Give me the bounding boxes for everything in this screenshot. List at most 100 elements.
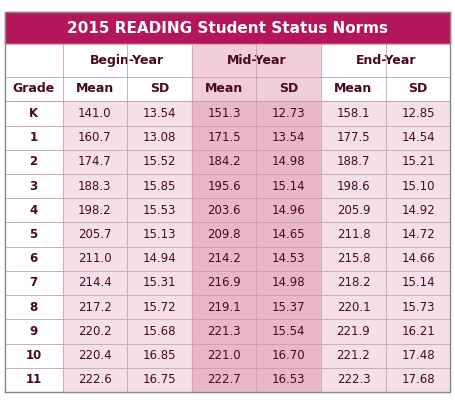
Bar: [386, 247, 450, 271]
Text: Mean: Mean: [205, 82, 243, 96]
Bar: [321, 368, 386, 392]
Bar: [192, 198, 257, 222]
Bar: [127, 77, 192, 101]
Text: SD: SD: [409, 82, 428, 96]
Bar: [127, 222, 192, 247]
Bar: [257, 150, 321, 174]
Text: 16.21: 16.21: [401, 325, 435, 338]
Bar: [192, 222, 257, 247]
Text: 4: 4: [30, 204, 38, 217]
Text: End-Year: End-Year: [355, 54, 416, 67]
Text: 203.6: 203.6: [207, 204, 241, 217]
Text: 15.14: 15.14: [272, 180, 306, 192]
Bar: [321, 77, 386, 101]
Text: 12.73: 12.73: [272, 107, 306, 120]
Text: 10: 10: [25, 349, 42, 362]
Text: 5: 5: [30, 228, 38, 241]
Bar: [5, 295, 62, 319]
Bar: [5, 344, 62, 368]
Bar: [192, 368, 257, 392]
Text: 6: 6: [30, 252, 38, 265]
Bar: [321, 198, 386, 222]
Text: 15.72: 15.72: [143, 301, 177, 314]
Bar: [321, 222, 386, 247]
Text: 15.73: 15.73: [401, 301, 435, 314]
Bar: [62, 222, 127, 247]
Bar: [192, 271, 257, 295]
Bar: [127, 198, 192, 222]
Bar: [5, 198, 62, 222]
Bar: [127, 295, 192, 319]
Bar: [5, 150, 62, 174]
Text: 221.2: 221.2: [337, 349, 370, 362]
Bar: [192, 77, 257, 101]
Text: 7: 7: [30, 276, 38, 290]
Bar: [62, 247, 127, 271]
Bar: [321, 44, 450, 77]
Bar: [386, 174, 450, 198]
Bar: [5, 368, 62, 392]
Bar: [321, 150, 386, 174]
Bar: [257, 222, 321, 247]
Text: 158.1: 158.1: [337, 107, 370, 120]
Text: 198.2: 198.2: [78, 204, 111, 217]
Text: 188.3: 188.3: [78, 180, 111, 192]
Bar: [192, 247, 257, 271]
Bar: [192, 101, 257, 126]
Text: 188.7: 188.7: [337, 155, 370, 168]
Text: 14.53: 14.53: [272, 252, 306, 265]
Bar: [386, 101, 450, 126]
Text: 14.65: 14.65: [272, 228, 306, 241]
Text: 221.3: 221.3: [207, 325, 241, 338]
Text: 14.98: 14.98: [272, 155, 306, 168]
Bar: [192, 174, 257, 198]
Text: Begin-Year: Begin-Year: [90, 54, 164, 67]
Text: 16.53: 16.53: [272, 373, 306, 386]
Bar: [62, 198, 127, 222]
Text: 221.9: 221.9: [337, 325, 370, 338]
Bar: [62, 319, 127, 344]
Bar: [62, 44, 192, 77]
Bar: [386, 271, 450, 295]
Text: 16.85: 16.85: [143, 349, 176, 362]
Text: 174.7: 174.7: [78, 155, 112, 168]
Text: 198.6: 198.6: [337, 180, 370, 192]
Bar: [257, 101, 321, 126]
Text: 15.85: 15.85: [143, 180, 176, 192]
Bar: [62, 126, 127, 150]
Bar: [321, 295, 386, 319]
Text: 214.2: 214.2: [207, 252, 241, 265]
Text: K: K: [29, 107, 38, 120]
Bar: [62, 150, 127, 174]
Text: 171.5: 171.5: [207, 131, 241, 144]
Bar: [5, 247, 62, 271]
Bar: [5, 126, 62, 150]
Text: 15.54: 15.54: [272, 325, 306, 338]
Text: 222.7: 222.7: [207, 373, 241, 386]
Text: 15.53: 15.53: [143, 204, 176, 217]
Text: 222.6: 222.6: [78, 373, 112, 386]
Text: 222.3: 222.3: [337, 373, 370, 386]
Text: 15.52: 15.52: [143, 155, 176, 168]
Text: 217.2: 217.2: [78, 301, 112, 314]
Text: Mid-Year: Mid-Year: [227, 54, 286, 67]
Text: 220.1: 220.1: [337, 301, 370, 314]
Bar: [386, 77, 450, 101]
Bar: [257, 295, 321, 319]
Bar: [192, 126, 257, 150]
Bar: [127, 126, 192, 150]
Bar: [5, 222, 62, 247]
Bar: [127, 174, 192, 198]
Text: 209.8: 209.8: [207, 228, 241, 241]
Text: 177.5: 177.5: [337, 131, 370, 144]
Bar: [62, 77, 127, 101]
Text: 151.3: 151.3: [207, 107, 241, 120]
Bar: [62, 368, 127, 392]
Bar: [386, 126, 450, 150]
Bar: [192, 44, 321, 77]
Text: 15.14: 15.14: [401, 276, 435, 290]
Text: 13.08: 13.08: [143, 131, 176, 144]
Bar: [127, 271, 192, 295]
Bar: [386, 222, 450, 247]
Text: Mean: Mean: [334, 82, 373, 96]
